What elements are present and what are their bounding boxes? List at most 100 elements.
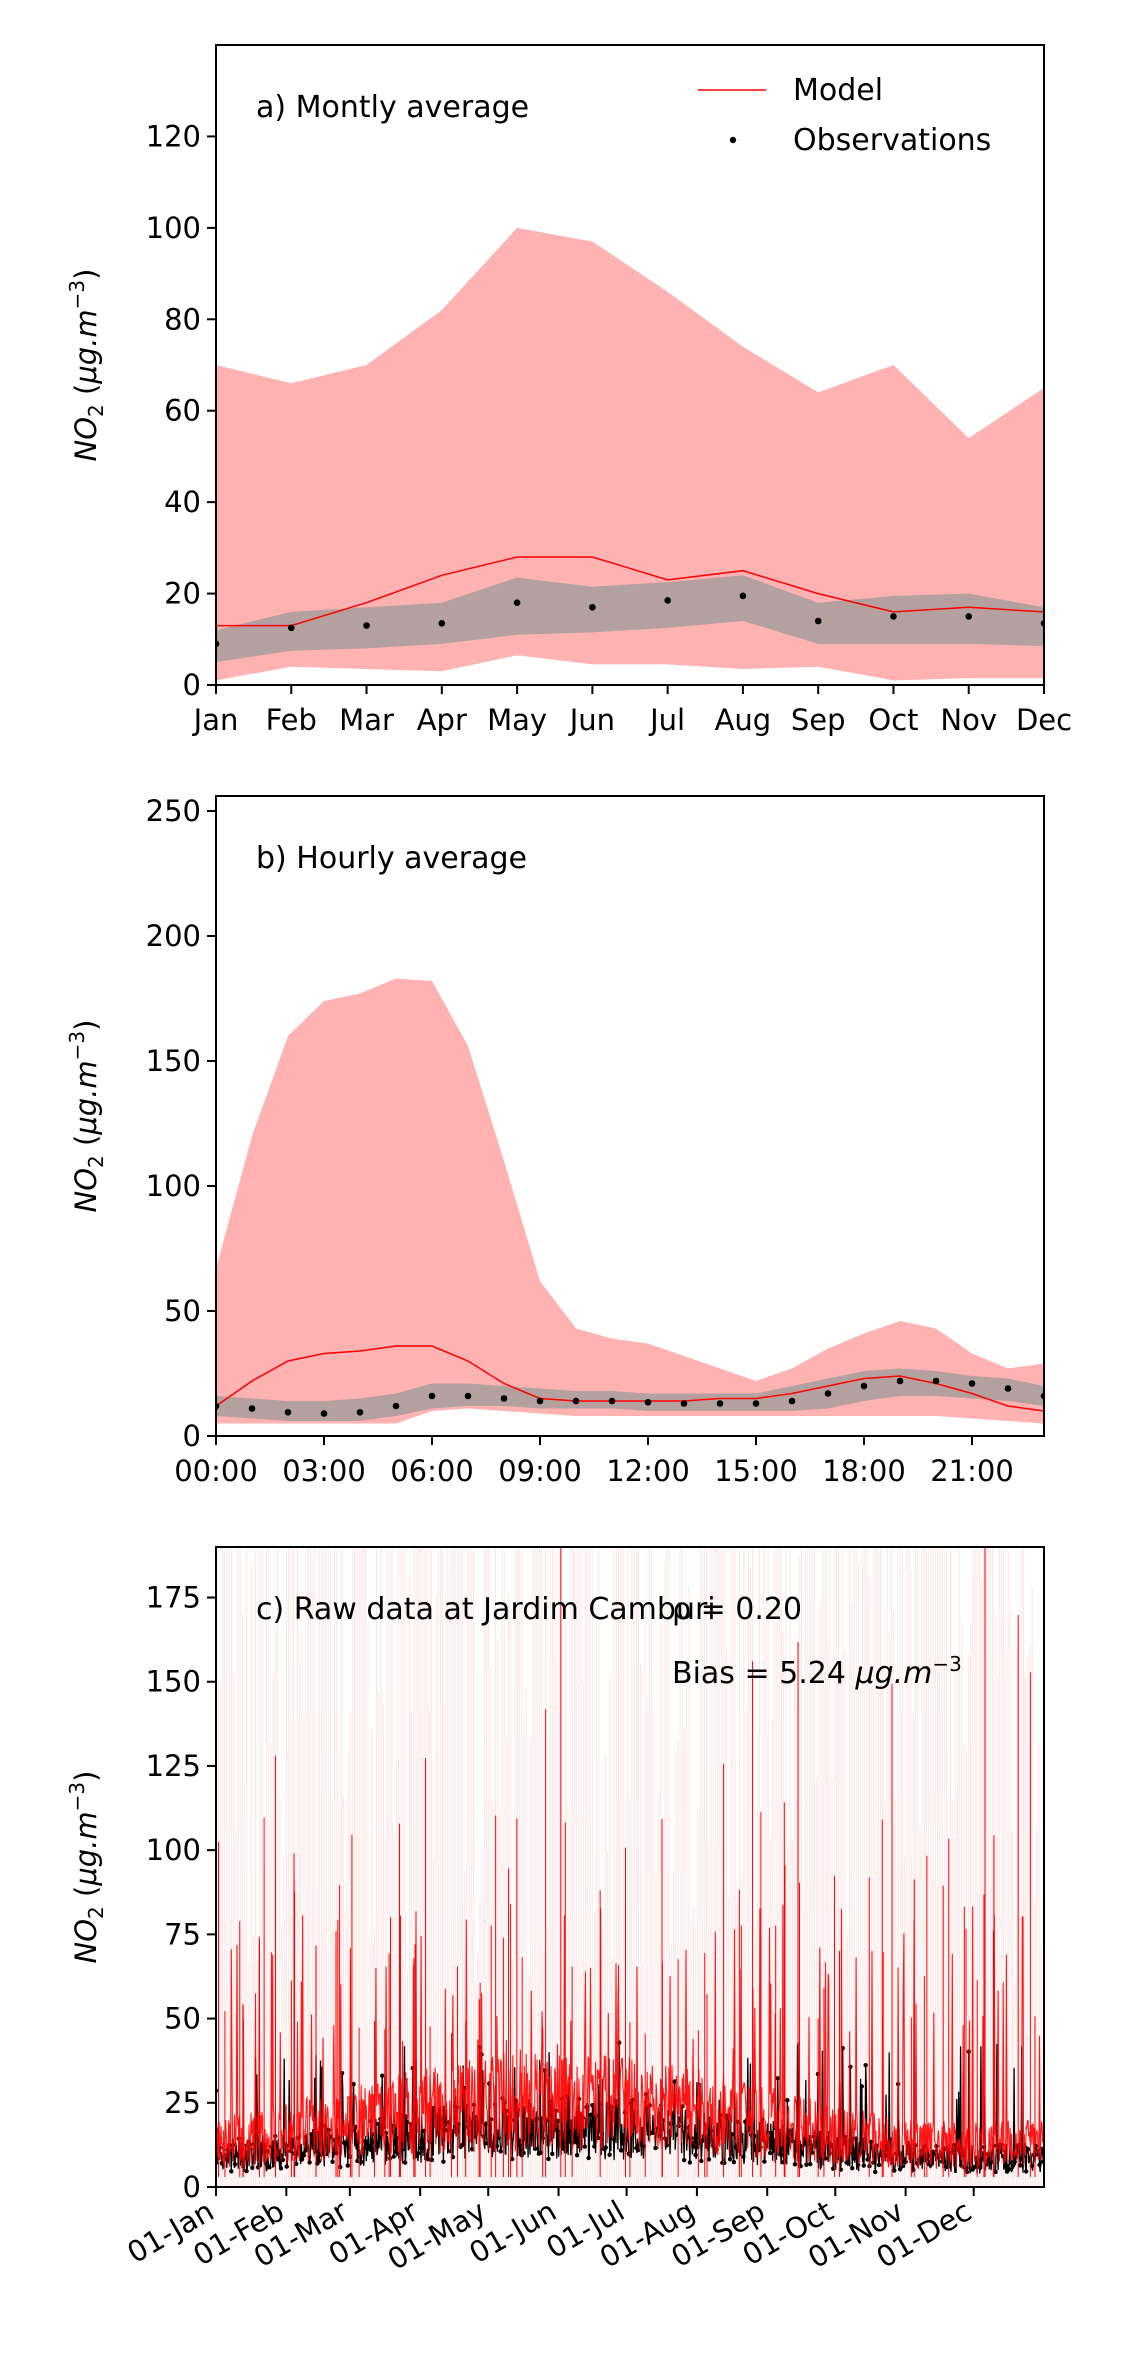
x-tick-label: 06:00 <box>390 1454 474 1488</box>
observation-point <box>586 2155 591 2161</box>
observation-point <box>767 2150 773 2156</box>
observation-point <box>448 2149 454 2154</box>
y-tick-label: 100 <box>146 1169 201 1203</box>
y-tick-label: 25 <box>164 2086 201 2120</box>
x-tick-label: Jul <box>648 703 685 737</box>
x-tick-label: Nov <box>940 703 997 737</box>
observation-point <box>608 1397 616 1405</box>
observation-point <box>972 2164 977 2170</box>
x-tick-label: May <box>487 703 547 737</box>
observation-point <box>859 2084 865 2089</box>
observation-point <box>287 624 295 632</box>
y-tick-label: 0 <box>183 1419 201 1453</box>
observation-point <box>741 2154 746 2159</box>
observation-point <box>865 2157 870 2162</box>
observation-point <box>771 2148 777 2154</box>
y-tick-label: 120 <box>146 119 201 153</box>
observation-point <box>1037 2162 1042 2168</box>
observation-point <box>572 1397 580 1405</box>
observation-point <box>380 2073 385 2078</box>
x-tick-label: 18:00 <box>822 1454 906 1488</box>
observation-point <box>248 1405 256 1412</box>
observation-point <box>932 1377 940 1385</box>
y-tick-label: 60 <box>164 394 201 428</box>
x-tick-label: 09:00 <box>498 1454 582 1488</box>
observation-point <box>509 2156 515 2162</box>
observation-point <box>1025 2147 1031 2152</box>
x-tick-label: Feb <box>266 703 317 737</box>
observation-point <box>391 2154 396 2159</box>
observation-point <box>727 2157 733 2162</box>
observation-point <box>498 2149 503 2154</box>
observation-point <box>438 619 446 627</box>
observation-point <box>775 2076 780 2081</box>
x-tick-label: Jan <box>192 703 239 737</box>
observation-point <box>284 2164 289 2169</box>
y-tick-label: 200 <box>146 919 201 953</box>
observation-point <box>814 617 822 625</box>
observation-point <box>683 2125 689 2130</box>
observation-point <box>420 2138 425 2143</box>
observation-point <box>674 2132 679 2137</box>
observation-point <box>687 2160 693 2165</box>
legend: Model Observations <box>698 73 991 158</box>
observation-point <box>320 1410 328 1417</box>
observation-point <box>392 1402 400 1410</box>
observation-point <box>620 2133 626 2138</box>
y-tick-label: 150 <box>146 1665 201 1699</box>
observation-point <box>860 1382 868 1390</box>
observation-point <box>779 2152 784 2158</box>
observation-point <box>644 1398 652 1406</box>
y-tick-label: 50 <box>164 2002 201 2036</box>
observation-point <box>873 2169 878 2175</box>
observation-point <box>729 2132 735 2137</box>
observation-point <box>846 2161 851 2166</box>
observation-point <box>416 2151 421 2156</box>
observation-point <box>366 2146 372 2152</box>
observation-point <box>393 2149 398 2155</box>
observation-point <box>762 2159 767 2164</box>
observation-point <box>890 613 897 620</box>
y-tick-label: 40 <box>164 485 201 519</box>
observation-point <box>483 2122 488 2127</box>
y-axis-label: NO2 (μg.m−3) <box>65 1771 108 1964</box>
y-axis-label: NO2 (μg.m−3) <box>65 269 108 462</box>
observation-point <box>345 2163 351 2168</box>
model-line <box>216 1345 1044 1412</box>
x-axis-ticks: Jan Feb Mar Apr May Jun Jul Aug Sep Oct Nov Dec <box>192 685 1072 737</box>
observation-point <box>359 2159 364 2165</box>
y-tick-label: 125 <box>146 1749 201 1783</box>
observation-point <box>752 1400 760 1407</box>
observation-point <box>584 2104 589 2110</box>
observation-point <box>863 2062 868 2068</box>
observation-point <box>792 2162 798 2167</box>
observation-point <box>330 2159 335 2164</box>
model-spike-lines <box>218 1547 1036 2177</box>
x-tick-label: Sep <box>791 703 846 737</box>
observation-point <box>1010 2163 1015 2169</box>
observation-point <box>716 1400 724 1407</box>
y-tick-label: 50 <box>164 1294 201 1328</box>
observation-point <box>527 2135 532 2140</box>
observation-point <box>592 2144 597 2149</box>
observation-point <box>681 2157 687 2163</box>
x-tick-label: 03:00 <box>282 1454 366 1488</box>
observation-point <box>404 2119 410 2125</box>
observation-point <box>363 622 370 629</box>
plot-frame <box>215 1546 1045 2188</box>
observation-point <box>351 2081 356 2087</box>
y-axis-ticks: 0 50 100 150 200 250 <box>146 794 216 1453</box>
observation-point <box>603 2145 608 2150</box>
y-tick-label: 20 <box>164 577 201 611</box>
observation-point <box>574 2152 580 2158</box>
panel-title: a) Montly average <box>256 90 529 125</box>
observation-point <box>532 2146 538 2151</box>
y-tick-label: 250 <box>146 794 201 828</box>
observation-point <box>513 599 521 607</box>
observation-point <box>464 1392 472 1400</box>
y-axis-ticks: 0 20 40 60 80 100 120 <box>146 119 216 702</box>
observation-point <box>653 2145 658 2151</box>
observation-range-band <box>216 1368 1044 1421</box>
observation-point <box>469 2146 475 2152</box>
observation-point <box>250 2165 255 2170</box>
